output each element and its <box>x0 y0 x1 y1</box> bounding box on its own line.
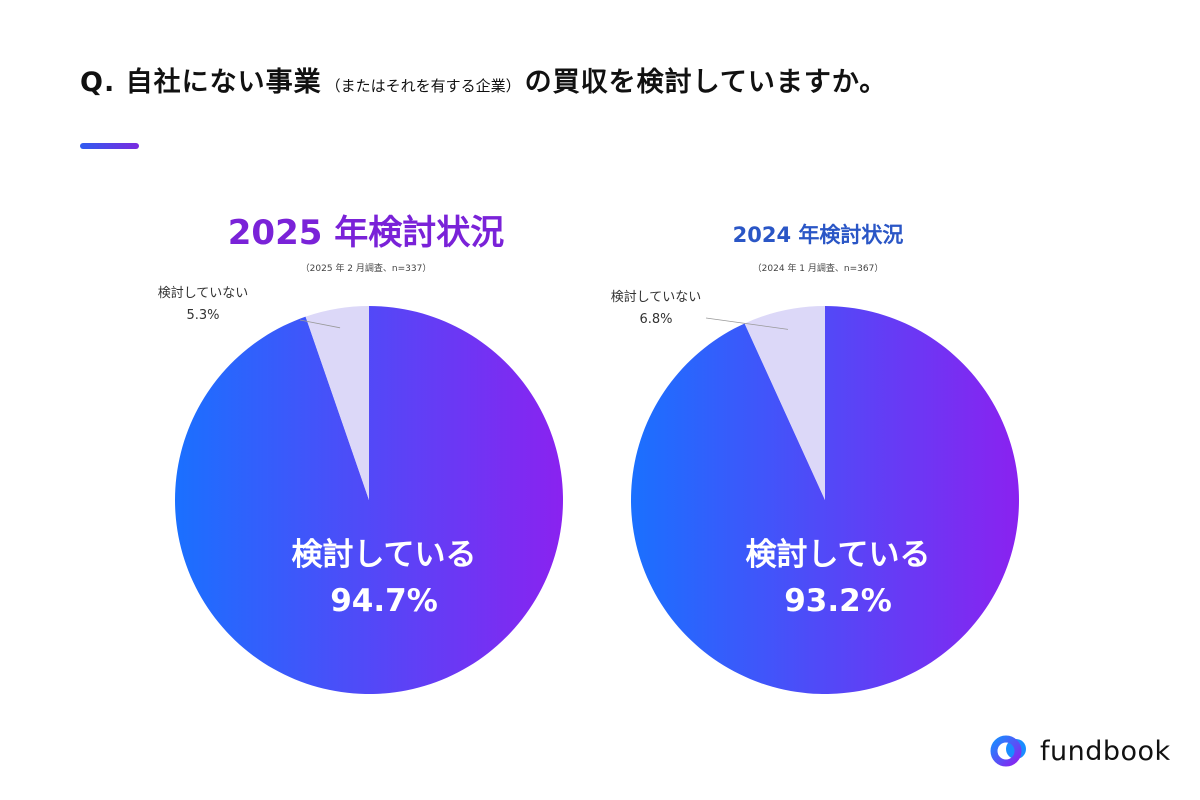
pie-1-leader-line <box>705 317 789 330</box>
pie-2024-major-label: 検討している 93.2% <box>745 532 930 624</box>
question-prefix: Q. 自社にない事業 <box>80 67 322 98</box>
pie-0-slice-0 <box>175 306 564 694</box>
chart-subtitle-2025: （2025 年 2 月調査、n=337） <box>300 264 432 274</box>
pie-2025-minor-label: 検討していない 5.3% <box>158 283 249 327</box>
pie-1-slice-0 <box>631 306 1020 694</box>
slice-value: 6.8% <box>639 312 673 327</box>
logo-text: fundbook <box>1040 735 1171 767</box>
question-title: Q. 自社にない事業 （またはそれを有する企業） の買収を検討していますか。 <box>80 60 887 99</box>
slice-label: 検討している <box>745 537 931 573</box>
logo-mark-icon <box>990 735 1026 767</box>
chart-title-2025: 2025 年検討状況 <box>227 213 505 253</box>
slice-label: 検討していない <box>610 290 702 305</box>
fundbook-logo: fundbook <box>990 733 1171 769</box>
question-suffix: の買収を検討していますか。 <box>524 67 888 98</box>
pie-2025-major-label: 検討している 94.7% <box>291 532 476 624</box>
slice-label: 検討していない <box>157 286 249 301</box>
chart-title-2024: 2024 年検討状況 <box>732 223 904 247</box>
pie-0-slice-1 <box>305 306 369 500</box>
slice-label: 検討している <box>291 537 477 573</box>
slice-value: 93.2% <box>784 583 892 619</box>
pie-1-slice-1 <box>744 306 825 500</box>
pie-0-leader-line <box>299 319 341 329</box>
pie-2024-minor-label: 検討していない 6.8% <box>611 287 702 331</box>
slice-value: 5.3% <box>186 308 220 323</box>
chart-subtitle-2024: （2024 年 1 月調査、n=367） <box>752 264 884 274</box>
question-note: （またはそれを有する企業） <box>325 77 521 95</box>
slice-value: 94.7% <box>330 583 438 619</box>
accent-bar <box>80 143 139 149</box>
